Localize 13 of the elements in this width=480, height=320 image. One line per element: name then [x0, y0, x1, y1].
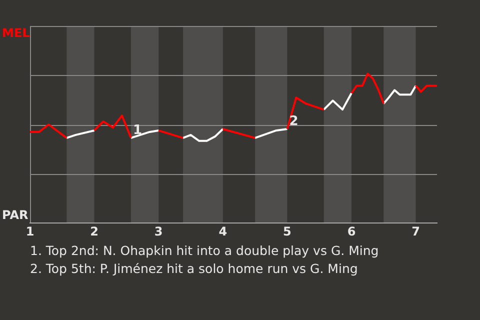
x-tick-label: 4 — [218, 224, 228, 238]
text: 1. Top 2nd: N. Ohapkin hit into a double play vs G. Ming — [30, 242, 379, 260]
x-tick-label: 3 — [154, 224, 163, 238]
annotation: 2 — [289, 114, 298, 129]
x-tick-label: 1 — [26, 224, 34, 238]
annotation: 1 — [132, 122, 142, 138]
text: 2. Top 5th: P. Jiménez hit a solo home run vs G. Ming — [30, 260, 359, 278]
text: PAR — [2, 208, 28, 222]
text: MEL — [2, 26, 30, 40]
x-tick-label: 7 — [412, 224, 420, 238]
x-tick-label: 6 — [347, 224, 356, 238]
x-tick-label: 2 — [90, 224, 98, 238]
x-tick-label: 5 — [283, 224, 292, 238]
